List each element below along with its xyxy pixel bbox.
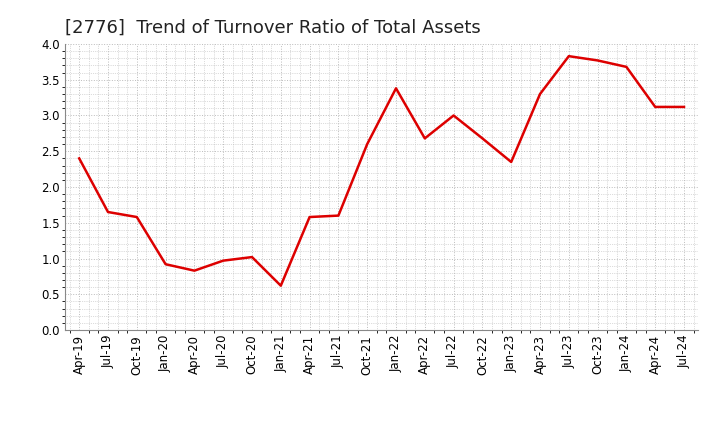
Text: [2776]  Trend of Turnover Ratio of Total Assets: [2776] Trend of Turnover Ratio of Total … — [65, 19, 480, 37]
